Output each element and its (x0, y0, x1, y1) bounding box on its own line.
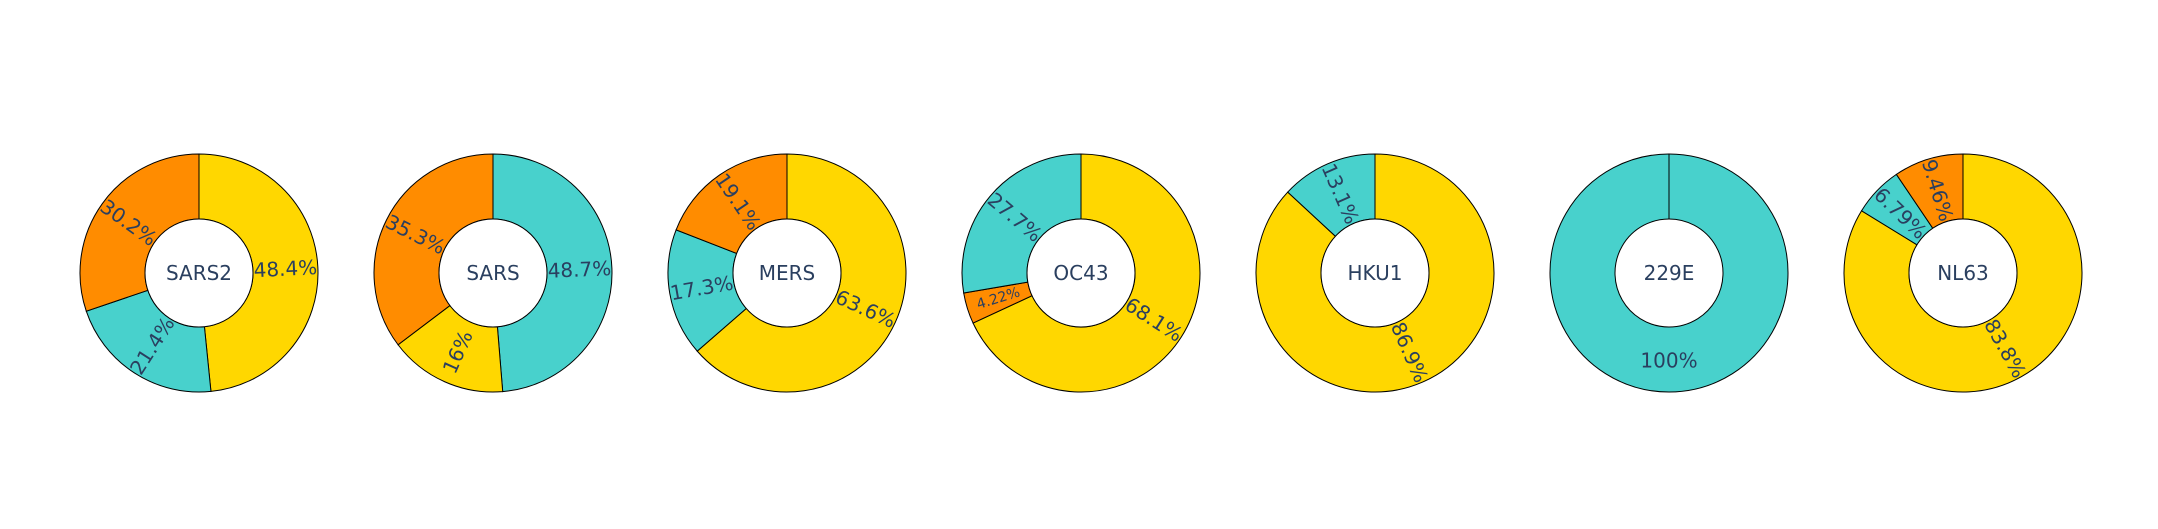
center-label: 229E (1644, 261, 1695, 285)
slice-label: 48.7% (547, 256, 611, 283)
center-label: MERS (759, 261, 815, 285)
center-label: HKU1 (1348, 261, 1403, 285)
donut-chart-sars: 48.7%16%35.3%SARS (373, 153, 613, 393)
donut-chart-229e: 100% 229E (1550, 154, 1788, 392)
center-label: SARS2 (166, 261, 232, 285)
donut-hole (438, 218, 548, 328)
donut-chart-mers: 63.6%17.3%19.1%MERS (667, 153, 907, 393)
donut-hole (1908, 218, 2018, 328)
donut-slice (1550, 154, 1788, 392)
donut-hole (144, 218, 254, 328)
center-label: SARS (466, 261, 519, 285)
donut-chart-hku1: 86.9%13.1%HKU1 (1255, 153, 1495, 393)
donut-chart-sars2: 48.4%21.4%30.2%SARS2 (79, 153, 319, 393)
center-label: NL63 (1937, 261, 1989, 285)
donut-chart-oc43: 68.1%4.22%27.7%OC43 (961, 153, 1201, 393)
donut-chart-nl63: 83.8%6.79%9.46%NL63 (1843, 153, 2083, 393)
donut-hole (1026, 218, 1136, 328)
slice-label: 100% (1640, 349, 1697, 373)
slice-label: 48.4% (253, 255, 318, 282)
center-label: OC43 (1053, 261, 1108, 285)
donut-hole (1320, 218, 1430, 328)
donut-hole (732, 218, 842, 328)
